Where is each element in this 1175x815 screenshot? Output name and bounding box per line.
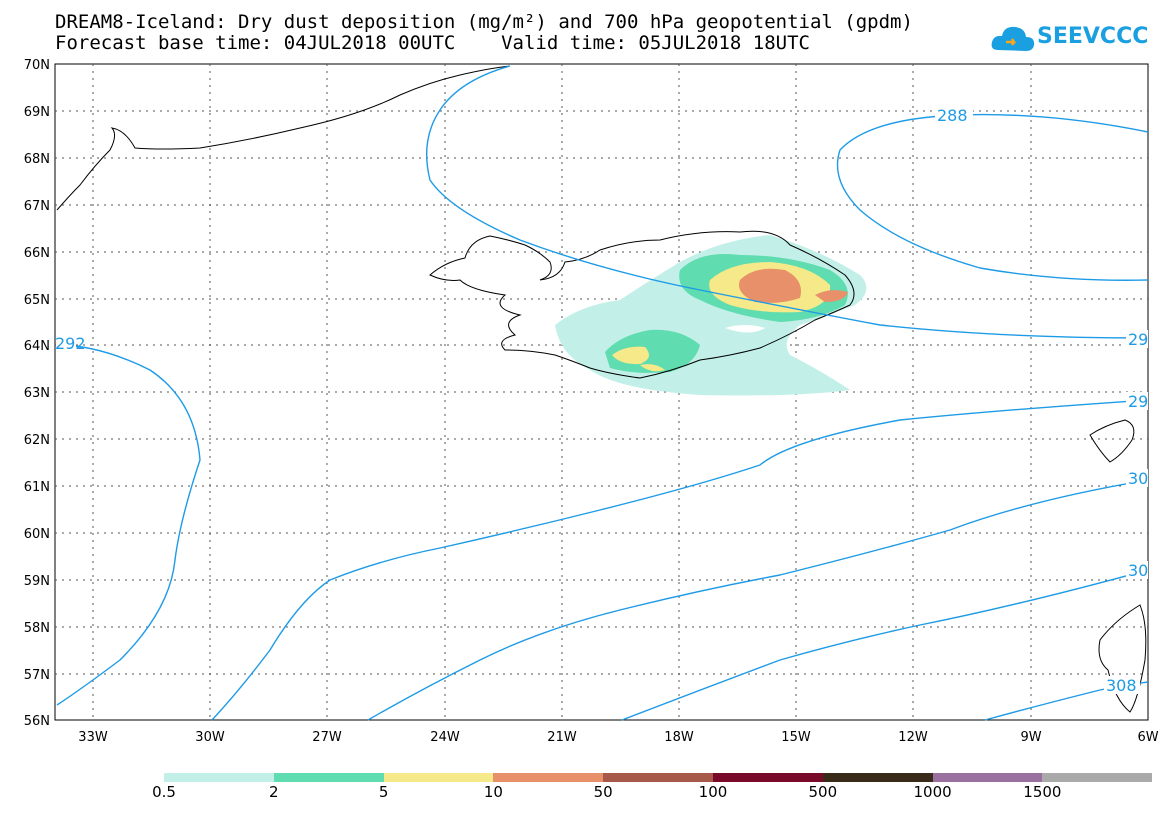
contour-label: 29 [1128,330,1148,349]
lat-label: 64N [24,339,50,354]
contour-label: 30 [1128,469,1148,488]
colorbar-segment [1042,773,1153,782]
lat-label: 63N [24,386,50,401]
lat-label: 68N [24,152,50,167]
colorbar-segment [164,773,274,782]
lat-label: 58N [24,621,50,636]
colorbar-label: 1500 [1023,783,1062,801]
lat-label: 62N [24,433,50,448]
lat-label: 66N [24,246,50,261]
dust-deposition-field [555,235,867,396]
lon-label: 18W [664,730,694,745]
colorbar-label: 0.5 [152,783,176,801]
geopotential-contours [56,65,1149,721]
lat-label: 69N [24,105,50,120]
colorbar-segment [493,773,604,782]
lon-label: 6W [1137,730,1158,745]
contour-label: 292 [55,334,86,353]
map-title: DREAM8-Iceland: Dry dust deposition (mg/… [55,11,913,33]
colorbar-segment [713,773,823,782]
latitude-labels: 70N 69N 68N 67N 66N 65N 64N 63N 62N 61N … [24,58,50,729]
lon-label: 15W [781,730,811,745]
contour-label: 288 [937,106,968,125]
colorbar-label: 1000 [913,783,952,801]
lon-label: 24W [430,730,460,745]
logo-text: SEEVCCC [1037,24,1149,49]
lon-label: 30W [195,730,225,745]
colorbar-segment [383,773,494,782]
lat-label: 65N [24,293,50,308]
lon-label: 9W [1020,730,1041,745]
colorbar-label: 10 [483,783,503,801]
lon-label: 12W [898,730,928,745]
map-subtitle: Forecast base time: 04JUL2018 00UTC Vali… [55,32,810,54]
lon-label: 21W [547,730,577,745]
lon-label: 33W [78,730,108,745]
colorbar-label: 50 [593,783,613,801]
colorbar-segment [932,773,1043,782]
colorbar-label: 2 [269,783,279,801]
coastline [56,65,1147,713]
contour-label: 308 [1106,676,1137,695]
longitude-labels: 33W 30W 27W 24W 21W 18W 15W 12W 9W 6W [78,730,1158,745]
lat-label: 56N [24,714,50,729]
colorbar-segment [603,773,713,782]
cloud-icon [991,26,1035,51]
colorbar-label: 500 [808,783,838,801]
colorbar-segment [273,773,384,782]
contour-label: 29 [1128,392,1148,411]
graticule [55,64,1148,720]
lat-label: 59N [24,574,50,589]
colorbar-label: 100 [698,783,728,801]
contour-labels: 288 292 29 29 30 30 308 [55,106,1148,695]
lat-label: 57N [24,668,50,683]
lon-label: 27W [312,730,342,745]
colorbar-label: 5 [378,783,389,801]
colorbar-segment [822,773,933,782]
lat-label: 70N [24,58,50,73]
lat-label: 67N [24,199,50,214]
lat-label: 61N [24,480,50,495]
contour-label: 30 [1128,561,1148,580]
lat-label: 60N [24,527,50,542]
